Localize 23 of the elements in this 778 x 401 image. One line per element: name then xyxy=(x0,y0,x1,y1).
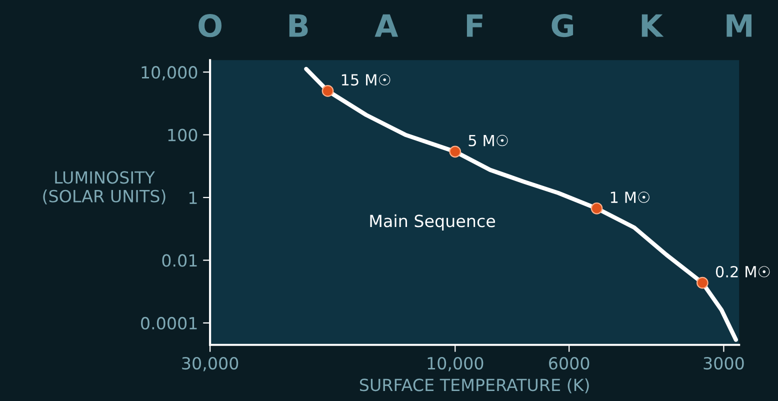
y-tick-label: 1 xyxy=(189,192,197,204)
y-tick-label: 10,000 xyxy=(142,66,198,80)
x-tick-label: 30,000 xyxy=(182,356,238,372)
text: A xyxy=(374,14,398,37)
annotation: Main Sequence xyxy=(370,214,496,230)
x-tick-label: 10,000 xyxy=(428,356,484,372)
text: G xyxy=(552,14,574,38)
text: K xyxy=(642,14,664,37)
x-axis-title: SURFACE TEMPERATURE (K) xyxy=(360,378,589,394)
text: B xyxy=(289,14,308,37)
y-tick-label: 100 xyxy=(168,128,198,142)
text: M xyxy=(726,14,752,37)
x-tick-label: 6000 xyxy=(549,356,590,370)
annotation: 5 M☉ xyxy=(468,134,508,146)
y-tick-label: 0.0001 xyxy=(141,316,197,330)
text: F xyxy=(466,14,482,37)
text: O xyxy=(198,14,222,38)
annotation: 1 M☉ xyxy=(610,192,650,203)
y-axis-title: LUMINOSITY (SOLAR UNITS) xyxy=(43,171,166,204)
annotation: 15 M☉ xyxy=(342,74,390,86)
y-tick-label: 0.01 xyxy=(162,254,197,267)
annotation: 0.2 M☉ xyxy=(716,266,770,278)
x-tick-label: 3000 xyxy=(704,356,744,370)
